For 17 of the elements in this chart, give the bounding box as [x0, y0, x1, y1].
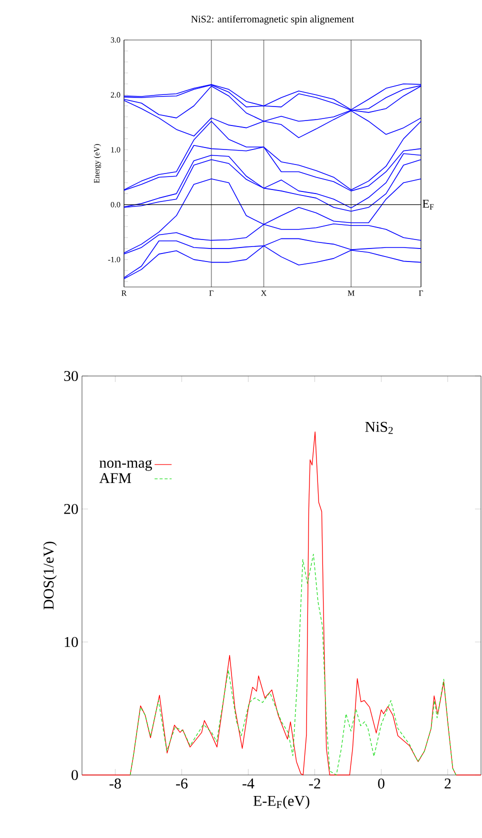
chart-title: NiS2: antiferromagnetic spin alignement [191, 15, 354, 25]
x-tick-label: 0 [378, 778, 384, 789]
legend-label: non-mag [99, 460, 152, 471]
y-tick-label: 0 [72, 770, 78, 780]
y-tick-label: 20 [64, 504, 78, 514]
legend-label: AFM [99, 473, 132, 483]
x-tick-label: -8 [110, 778, 121, 789]
y-tick-label: 10 [64, 636, 78, 648]
x-tick-label: 2 [444, 778, 451, 788]
x-tick-label: -2 [309, 778, 320, 788]
y-axis-title: DOS(1/eV) [43, 542, 57, 610]
x-tick-label: -4 [242, 778, 254, 788]
ref-line-label: E$_{F}$ [422, 200, 434, 210]
y-tick-label: 30 [64, 370, 78, 382]
x-axis-title: E-E$_{F}$(eV) [253, 795, 310, 809]
x-tick-label: -6 [176, 778, 188, 789]
annotation: NiS$_{2}$ [365, 422, 393, 434]
